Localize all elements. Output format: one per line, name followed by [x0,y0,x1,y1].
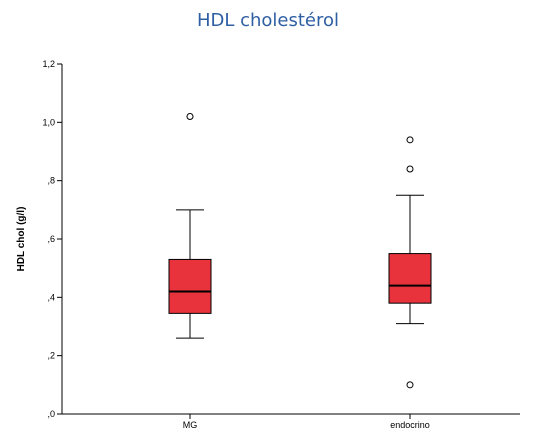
box-group-MG [168,113,212,339]
y-tick-label: 1,0 [42,117,55,127]
x-tick-label: endocrino [390,420,430,430]
iqr-box [388,253,432,304]
x-ticks: MG endocrino [183,414,430,430]
y-tick-label: 1,2 [42,59,55,69]
y-tick-label: ,2 [47,351,55,361]
outlier-point [406,165,414,173]
axes [61,64,520,415]
y-ticks: ,0 ,2 ,4 ,6 ,8 1,0 1,2 [42,59,62,419]
outlier-point [406,381,414,389]
y-tick-label: ,8 [47,176,55,186]
y-tick-label: ,6 [47,234,55,244]
outlier-point [186,113,194,120]
y-tick-label: ,0 [47,409,55,419]
x-tick-label: MG [183,420,198,430]
outlier-point [406,136,414,144]
box-group-endocrino [388,136,432,389]
iqr-box [168,258,212,314]
y-axis-label: HDL chol (g/l) [16,207,27,272]
chart-title: HDL cholestérol [196,10,340,31]
boxes [168,113,432,389]
y-tick-label: ,4 [47,292,55,302]
